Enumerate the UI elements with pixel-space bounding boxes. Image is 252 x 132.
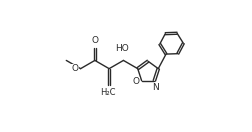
Text: H₂C: H₂C: [100, 88, 115, 97]
Text: O: O: [132, 77, 139, 86]
Text: N: N: [151, 83, 158, 92]
Text: O: O: [71, 64, 78, 73]
Text: HO: HO: [115, 44, 129, 53]
Text: O: O: [91, 36, 98, 45]
